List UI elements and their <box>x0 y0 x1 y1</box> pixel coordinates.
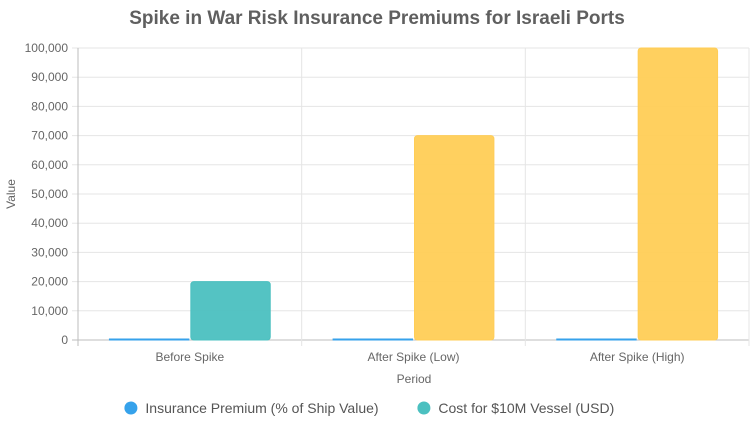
bar-insurance-premium[interactable] <box>556 338 637 341</box>
chart-title: Spike in War Risk Insurance Premiums for… <box>129 8 625 29</box>
x-axis-title: Period <box>397 372 432 386</box>
x-tick-label: Before Spike <box>155 350 224 364</box>
y-tick-label: 40,000 <box>31 216 68 230</box>
legend-swatch <box>417 401 431 415</box>
x-axis-ticks: Before Spike After Spike (Low) After Spike… <box>155 350 684 364</box>
legend-label: Insurance Premium (% of Ship Value) <box>145 400 378 416</box>
bar-insurance-premium[interactable] <box>332 338 413 341</box>
bars <box>108 47 719 341</box>
legend-label: Cost for $10M Vessel (USD) <box>438 400 614 416</box>
y-tick-label: 30,000 <box>31 245 68 259</box>
bar-vessel-cost[interactable] <box>190 281 271 341</box>
y-tick-label: 0 <box>61 333 68 347</box>
x-tick-label: After Spike (Low) <box>367 350 459 364</box>
bar-vessel-cost[interactable] <box>414 135 495 341</box>
y-tick-label: 20,000 <box>31 275 68 289</box>
bar-insurance-premium[interactable] <box>108 338 190 341</box>
y-tick-label: 90,000 <box>31 70 68 84</box>
legend-item[interactable]: Insurance Premium (% of Ship Value) <box>124 400 379 416</box>
gridlines <box>72 47 750 346</box>
x-tick-label: After Spike (High) <box>590 350 685 364</box>
legend-swatch <box>124 401 138 415</box>
y-axis-title: Value <box>4 179 18 209</box>
y-tick-label: 80,000 <box>31 99 68 113</box>
y-tick-label: 60,000 <box>31 158 68 172</box>
y-tick-label: 10,000 <box>31 304 68 318</box>
bar-vessel-cost[interactable] <box>637 47 719 341</box>
y-tick-label: 70,000 <box>31 129 68 143</box>
y-axis-ticks: 0 10,000 20,000 30,000 40,000 50,000 60,000 70,… <box>25 41 69 347</box>
legend[interactable]: Insurance Premium (% of Ship Value) Cost … <box>124 400 614 416</box>
y-tick-label: 100,000 <box>25 41 69 55</box>
legend-item[interactable]: Cost for $10M Vessel (USD) <box>417 400 614 416</box>
y-tick-label: 50,000 <box>31 187 68 201</box>
